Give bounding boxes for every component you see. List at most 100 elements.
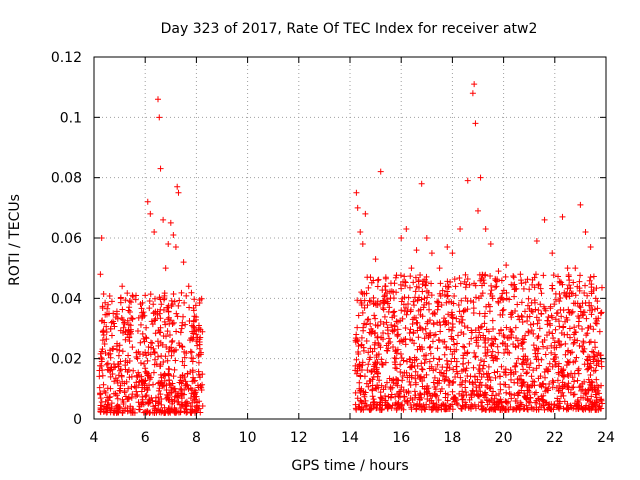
data-point — [359, 290, 366, 297]
data-point — [135, 314, 142, 321]
data-point — [354, 395, 361, 402]
data-point — [164, 357, 171, 364]
data-point — [362, 210, 369, 217]
data-point — [96, 384, 103, 391]
data-point — [196, 300, 203, 307]
data-point — [135, 369, 142, 376]
data-point — [460, 366, 467, 373]
data-point — [596, 328, 603, 335]
data-point — [122, 362, 129, 369]
data-point — [402, 304, 409, 311]
data-point — [488, 282, 495, 289]
data-point — [372, 256, 379, 263]
data-point — [417, 272, 424, 279]
data-point — [488, 342, 495, 349]
data-point — [458, 405, 465, 412]
data-point — [411, 357, 418, 364]
data-point — [126, 304, 133, 311]
data-point — [470, 388, 477, 395]
data-point — [589, 379, 596, 386]
data-point — [117, 294, 124, 301]
data-point — [504, 349, 511, 356]
data-point — [353, 356, 360, 363]
data-point — [363, 337, 370, 344]
data-point — [566, 325, 573, 332]
data-point — [591, 353, 598, 360]
data-point — [106, 292, 113, 299]
data-point — [171, 407, 178, 414]
data-point — [189, 367, 196, 374]
data-point — [587, 244, 594, 251]
data-point — [444, 283, 451, 290]
data-point — [472, 354, 479, 361]
data-point — [599, 400, 606, 407]
data-point — [392, 355, 399, 362]
data-point — [475, 207, 481, 214]
data-point — [562, 340, 569, 347]
data-point — [188, 289, 195, 296]
data-point — [565, 380, 572, 387]
data-point — [172, 357, 179, 364]
data-point — [460, 331, 467, 338]
data-point — [585, 386, 592, 393]
data-point — [188, 355, 195, 362]
data-point — [521, 308, 528, 315]
data-point — [403, 358, 410, 365]
data-point — [126, 298, 133, 305]
data-point — [444, 292, 451, 299]
data-point — [158, 301, 165, 308]
data-point — [199, 371, 206, 378]
x-tick-label: 8 — [192, 430, 201, 446]
data-point — [478, 402, 485, 409]
data-point — [459, 388, 466, 395]
data-point — [125, 307, 132, 314]
data-point — [574, 283, 581, 290]
data-point — [375, 384, 382, 391]
data-point — [556, 382, 563, 389]
data-point — [437, 328, 444, 335]
data-point — [489, 348, 496, 355]
data-point — [178, 289, 185, 296]
data-point — [529, 405, 536, 412]
data-point — [566, 289, 573, 296]
data-point — [569, 349, 576, 356]
data-point — [101, 319, 108, 326]
data-point — [564, 400, 571, 407]
data-point — [480, 392, 487, 399]
data-point — [518, 299, 525, 306]
data-point — [155, 342, 162, 349]
data-point — [584, 366, 591, 373]
data-point — [115, 363, 122, 370]
x-axis-ticks: 4 6 8 10 12 14 16 18 20 22 24 — [90, 57, 615, 446]
data-point — [108, 298, 115, 305]
data-point — [378, 395, 385, 402]
y-tick-label: 0.1 — [60, 110, 82, 126]
data-point — [459, 316, 466, 323]
data-point — [113, 308, 120, 315]
data-point — [392, 274, 399, 281]
data-point — [382, 359, 389, 366]
data-point — [583, 402, 590, 409]
data-point — [416, 343, 423, 350]
data-point — [155, 96, 161, 103]
data-point — [470, 309, 477, 316]
data-point — [549, 377, 556, 384]
data-point — [492, 275, 499, 282]
data-point — [453, 400, 460, 407]
data-point — [139, 313, 146, 320]
data-point — [462, 295, 469, 302]
data-point — [195, 322, 202, 329]
data-point — [450, 366, 457, 373]
data-point — [130, 405, 137, 412]
data-point — [453, 363, 460, 370]
data-point — [505, 398, 512, 405]
data-point — [98, 398, 105, 405]
data-point — [518, 312, 525, 319]
data-point — [529, 276, 536, 283]
data-point — [164, 304, 171, 311]
data-point — [377, 300, 384, 307]
data-point — [428, 250, 435, 257]
data-point — [362, 397, 369, 404]
data-point — [406, 378, 413, 385]
data-point — [412, 274, 419, 281]
